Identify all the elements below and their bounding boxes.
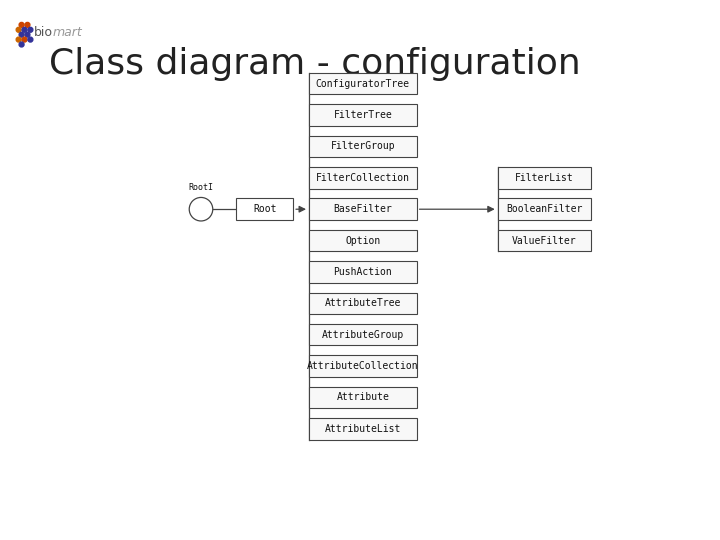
Bar [309, 418, 417, 440]
Bar [498, 230, 590, 252]
Bar [309, 324, 417, 346]
Circle shape [16, 37, 21, 42]
Bar [309, 230, 417, 252]
Text: ConfiguratorTree: ConfiguratorTree [316, 79, 410, 89]
Bar [498, 167, 590, 188]
Bar [309, 355, 417, 377]
Bar [236, 198, 293, 220]
Text: Attribute: Attribute [336, 393, 390, 402]
Text: FilterCollection: FilterCollection [316, 173, 410, 183]
Bar [309, 293, 417, 314]
Circle shape [19, 23, 24, 28]
Bar [309, 167, 417, 188]
Bar [309, 387, 417, 408]
Circle shape [25, 23, 30, 28]
Circle shape [22, 37, 27, 42]
Text: FilterGroup: FilterGroup [330, 141, 395, 151]
Circle shape [22, 28, 27, 32]
Text: AttributeList: AttributeList [325, 424, 401, 434]
Text: FilterList: FilterList [515, 173, 574, 183]
Circle shape [28, 28, 33, 32]
Text: BaseFilter: BaseFilter [333, 204, 392, 214]
Circle shape [28, 37, 33, 42]
Bar [309, 104, 417, 126]
Text: mart: mart [53, 26, 83, 39]
Text: PushAction: PushAction [333, 267, 392, 277]
Text: ValueFilter: ValueFilter [512, 235, 577, 246]
Circle shape [19, 42, 24, 47]
Text: Option: Option [345, 235, 380, 246]
Bar [498, 198, 590, 220]
Circle shape [19, 32, 24, 37]
Bar [309, 198, 417, 220]
Text: FilterTree: FilterTree [333, 110, 392, 120]
Bar [309, 261, 417, 283]
Text: Class diagram - configuration: Class diagram - configuration [49, 47, 581, 81]
Bar [309, 136, 417, 157]
Text: AttributeTree: AttributeTree [325, 298, 401, 308]
Text: bio: bio [35, 26, 53, 39]
Bar [309, 73, 417, 94]
Text: AttributeGroup: AttributeGroup [322, 330, 404, 340]
Text: Root: Root [253, 204, 276, 214]
Text: AttributeCollection: AttributeCollection [307, 361, 418, 371]
Text: RootI: RootI [189, 183, 214, 192]
Circle shape [25, 32, 30, 37]
Text: BooleanFilter: BooleanFilter [506, 204, 582, 214]
Circle shape [16, 28, 21, 32]
